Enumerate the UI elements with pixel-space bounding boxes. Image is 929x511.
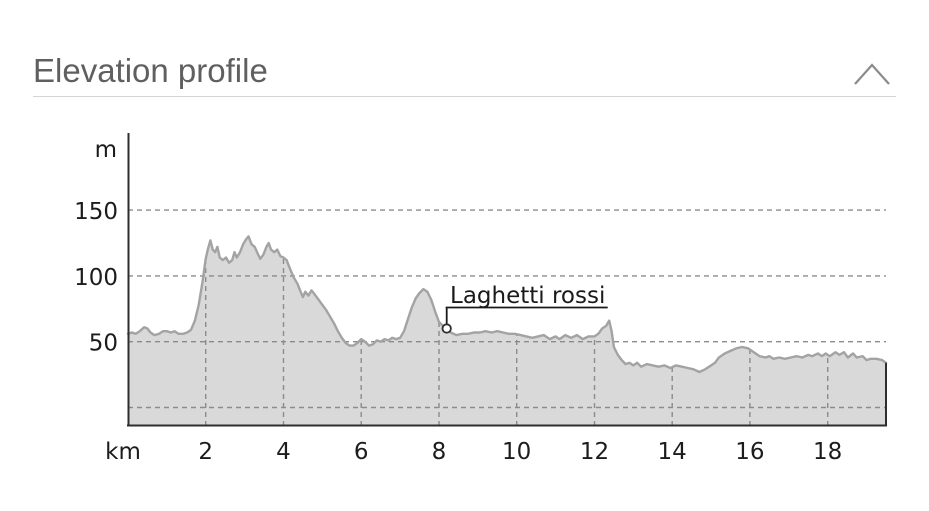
x-tick-label: 2 — [198, 439, 213, 465]
x-tick-label: 8 — [432, 439, 447, 465]
x-tick-label: 4 — [276, 439, 291, 465]
x-tick-label: 18 — [813, 439, 842, 465]
elevation-line — [126, 235, 888, 374]
x-tick-label: 6 — [354, 439, 369, 465]
terrain-area — [128, 236, 886, 425]
annotation-marker — [441, 323, 452, 334]
x-axis-unit-label: km — [105, 439, 141, 465]
x-tick-label: 12 — [580, 439, 609, 465]
header-divider — [33, 96, 896, 97]
y-axis-unit-label: m — [95, 137, 117, 163]
y-tick-label: 150 — [74, 199, 118, 225]
x-tick-label: 10 — [502, 439, 531, 465]
chevron-up-icon[interactable] — [850, 58, 894, 92]
y-tick-label: 50 — [89, 331, 118, 357]
panel-title: Elevation profile — [33, 52, 268, 89]
chevron-up-glyph — [854, 63, 890, 85]
annotation-label: Laghetti rossi — [450, 283, 605, 309]
x-tick-label: 14 — [658, 439, 687, 465]
x-tick-label: 16 — [735, 439, 764, 465]
y-tick-label: 100 — [74, 265, 118, 291]
